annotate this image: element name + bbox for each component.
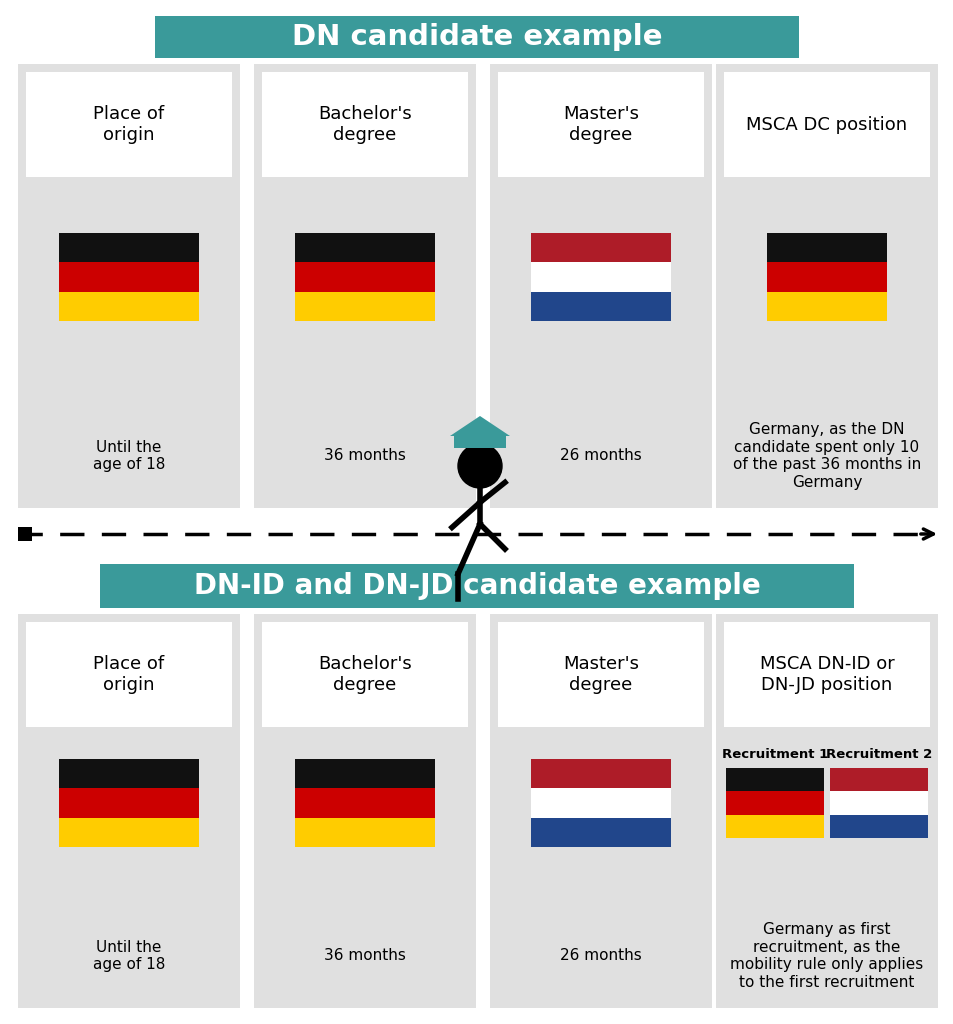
FancyBboxPatch shape [262, 72, 468, 177]
Bar [454, 436, 505, 449]
FancyBboxPatch shape [497, 72, 703, 177]
Text: Master's
degree: Master's degree [562, 655, 639, 694]
Bar [59, 233, 199, 262]
FancyBboxPatch shape [26, 622, 232, 727]
Bar [725, 815, 823, 838]
Bar [531, 262, 670, 292]
Text: MSCA DN-ID or
DN-JD position: MSCA DN-ID or DN-JD position [759, 655, 893, 694]
Text: Master's
degree: Master's degree [562, 105, 639, 144]
Bar [59, 788, 199, 818]
Bar [829, 768, 927, 792]
FancyBboxPatch shape [253, 614, 476, 1008]
Bar [294, 788, 435, 818]
Text: DN candidate example: DN candidate example [292, 23, 661, 51]
Bar [531, 788, 670, 818]
Bar [531, 233, 670, 262]
Text: Bachelor's
degree: Bachelor's degree [317, 105, 412, 144]
Bar [829, 815, 927, 838]
FancyBboxPatch shape [497, 622, 703, 727]
Bar [725, 768, 823, 792]
Text: Germany as first
recruitment, as the
mobility rule only applies
to the first rec: Germany as first recruitment, as the mob… [730, 923, 923, 989]
Bar [59, 262, 199, 292]
Bar [531, 818, 670, 847]
Text: Bachelor's
degree: Bachelor's degree [317, 655, 412, 694]
Bar [766, 262, 886, 292]
Text: 36 months: 36 months [324, 449, 406, 464]
FancyBboxPatch shape [262, 622, 468, 727]
Text: 26 months: 26 months [559, 948, 641, 964]
Bar [59, 818, 199, 847]
Bar [294, 818, 435, 847]
Bar [59, 292, 199, 322]
Bar [766, 292, 886, 322]
Text: 26 months: 26 months [559, 449, 641, 464]
Bar [725, 792, 823, 815]
Text: Recruitment 2: Recruitment 2 [825, 748, 931, 761]
Text: Until the
age of 18: Until the age of 18 [92, 940, 165, 972]
Circle shape [457, 444, 501, 488]
FancyBboxPatch shape [253, 63, 476, 508]
FancyBboxPatch shape [100, 564, 853, 608]
Bar [294, 292, 435, 322]
FancyBboxPatch shape [716, 63, 937, 508]
FancyBboxPatch shape [18, 614, 240, 1008]
Polygon shape [450, 416, 510, 436]
Bar [294, 233, 435, 262]
FancyBboxPatch shape [490, 614, 711, 1008]
Bar [294, 759, 435, 788]
Bar [59, 759, 199, 788]
Bar [531, 292, 670, 322]
Bar [829, 792, 927, 815]
FancyBboxPatch shape [723, 622, 929, 727]
FancyBboxPatch shape [26, 72, 232, 177]
FancyBboxPatch shape [18, 63, 240, 508]
Text: Place of
origin: Place of origin [93, 105, 164, 144]
Bar [294, 262, 435, 292]
Text: Recruitment 1: Recruitment 1 [721, 748, 827, 761]
Text: Until the
age of 18: Until the age of 18 [92, 439, 165, 472]
Bar [531, 759, 670, 788]
Text: Place of
origin: Place of origin [93, 655, 164, 694]
Text: 36 months: 36 months [324, 948, 406, 964]
FancyBboxPatch shape [723, 72, 929, 177]
Text: DN-ID and DN-JD candidate example: DN-ID and DN-JD candidate example [193, 572, 760, 600]
Bar [766, 233, 886, 262]
FancyBboxPatch shape [490, 63, 711, 508]
Text: Germany, as the DN
candidate spent only 10
of the past 36 months in
Germany: Germany, as the DN candidate spent only … [732, 422, 921, 489]
Bar [18, 527, 32, 541]
FancyBboxPatch shape [154, 16, 799, 58]
Text: MSCA DC position: MSCA DC position [745, 116, 906, 133]
FancyBboxPatch shape [716, 614, 937, 1008]
